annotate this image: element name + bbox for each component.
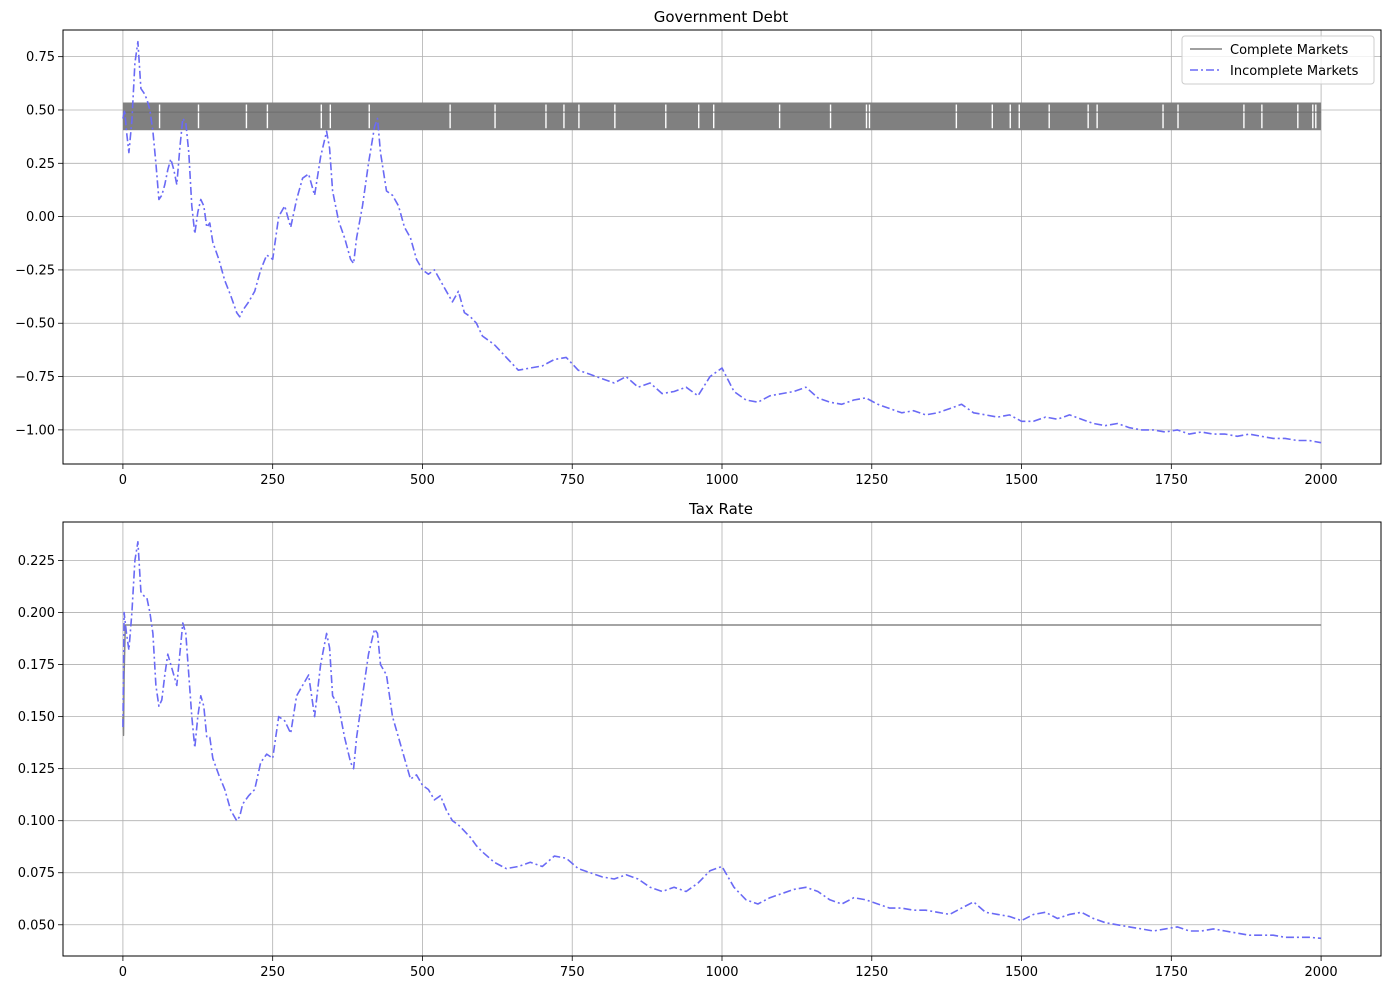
tax-rate-xtick-label-1500: 1500 (1005, 965, 1038, 980)
debt-series-complete-markets-gap-18 (865, 104, 868, 129)
debt-xtick-label-250: 250 (260, 473, 285, 488)
debt-series-complete-markets-gap-0 (158, 104, 161, 129)
debt-series-complete-markets (122, 102, 1322, 131)
debt-series-complete-markets-gap-13 (665, 104, 667, 129)
debt-series-complete-markets-gap-23 (1018, 104, 1020, 129)
debt-series-complete-markets-gap-22 (1009, 104, 1011, 129)
tax-rate-ytick-label-2: 0.175 (18, 658, 55, 673)
debt-series-complete-markets-gap-33 (1315, 104, 1317, 129)
debt-chart: Government Debt 0 250 500 750 1000 1250 1500 17… (15, 8, 1382, 488)
tax-rate-xtick-label-750: 750 (560, 965, 585, 980)
debt-series-complete-markets-gap-20 (955, 104, 958, 129)
debt-series-complete-markets-gap-11 (578, 104, 580, 129)
debt-xtick-label-1000: 1000 (705, 473, 738, 488)
tax-rate-xtick-label-1250: 1250 (855, 965, 888, 980)
debt-series-complete-markets-gap-31 (1297, 104, 1299, 129)
tax-rate-ytick-label-1: 0.200 (18, 606, 55, 621)
debt-xtick-label-1250: 1250 (855, 473, 888, 488)
debt-series-complete-markets-gap-17 (829, 104, 832, 129)
debt-series-complete-markets-gap-6 (368, 104, 370, 129)
legend: Complete Markets Incomplete Markets (1181, 35, 1375, 85)
tax-rate-series-incomplete-markets (122, 540, 1322, 940)
debt-ytick-label-3: 0.00 (26, 210, 55, 225)
debt-series-complete-markets-gap-26 (1096, 104, 1098, 129)
debt-series-complete-markets-gap-4 (320, 104, 323, 129)
legend-label-incomplete-markets: Incomplete Markets (1230, 64, 1359, 79)
debt-series-complete-markets-gap-8 (494, 104, 496, 129)
debt-series-complete-markets-gap-19 (868, 104, 871, 129)
legend-label-complete-markets: Complete Markets (1230, 43, 1348, 58)
tax-rate-ytick-label-4: 0.125 (18, 762, 55, 777)
debt-series-complete-markets-gap-1 (197, 104, 200, 129)
tax-rate-chart: Tax Rate 0 250 500 750 1000 1250 1500 1750 2000 0… (18, 500, 1382, 980)
tax-rate-ytick-label-3: 0.150 (18, 710, 55, 725)
tax-rate-xtick-label-500: 500 (410, 965, 435, 980)
tax-rate-xtick-label-1750: 1750 (1155, 965, 1188, 980)
debt-series-complete-markets-gap-2 (245, 104, 248, 129)
debt-xtick-label-1500: 1500 (1005, 473, 1038, 488)
tax-rate-ytick-label-6: 0.075 (18, 866, 55, 881)
debt-ytick-label-4: −0.25 (15, 263, 55, 278)
debt-ytick-label-6: −0.75 (15, 370, 55, 385)
debt-series-complete-markets-gap-28 (1177, 104, 1179, 129)
tax-rate-xtick-label-0: 0 (119, 965, 127, 980)
debt-series-complete-markets-gap-30 (1261, 104, 1263, 129)
debt-xtick-label-750: 750 (560, 473, 585, 488)
debt-series-complete-markets-gap-9 (545, 104, 547, 129)
debt-series-complete-markets-gap-3 (266, 104, 269, 129)
debt-series-complete-markets-gap-7 (449, 104, 451, 129)
debt-ytick-label-2: 0.25 (26, 157, 55, 172)
tax-rate-xtick-label-2000: 2000 (1305, 965, 1338, 980)
tax-rate-xtick-label-250: 250 (260, 965, 285, 980)
tax-rate-xtick-label-1000: 1000 (705, 965, 738, 980)
debt-ytick-label-0: 0.75 (26, 50, 55, 65)
debt-xtick-label-1750: 1750 (1155, 473, 1188, 488)
debt-series-complete-markets-gap-14 (698, 104, 700, 129)
debt-xtick-label-2000: 2000 (1305, 473, 1338, 488)
tax-rate-ytick-label-5: 0.100 (18, 814, 55, 829)
debt-series-complete-markets-gap-32 (1312, 104, 1314, 129)
legend-box (1181, 35, 1375, 85)
debt-series-complete-markets-gap-5 (329, 104, 331, 129)
debt-chart-title: Government Debt (654, 8, 789, 26)
debt-series-complete-markets-gap-27 (1162, 104, 1164, 129)
debt-series-complete-markets-gap-24 (1048, 104, 1050, 129)
debt-series-complete-markets-gap-25 (1087, 104, 1089, 129)
debt-series-complete-markets-gap-10 (563, 104, 565, 129)
debt-ytick-label-7: −1.00 (15, 423, 55, 438)
debt-series-complete-markets-gap-29 (1243, 104, 1245, 129)
debt-series-complete-markets-gap-16 (778, 104, 781, 129)
debt-xtick-label-0: 0 (119, 473, 127, 488)
debt-series-incomplete-markets (122, 40, 1322, 444)
debt-ytick-label-5: −0.50 (15, 317, 55, 332)
debt-ytick-label-1: 0.50 (26, 103, 55, 118)
debt-series-complete-markets-gap-21 (991, 104, 993, 129)
tax-rate-ytick-label-7: 0.050 (18, 918, 55, 933)
tax-rate-ytick-label-0: 0.225 (18, 554, 55, 569)
debt-series-complete-markets-gap-15 (713, 104, 715, 129)
tax-rate-chart-title: Tax Rate (688, 500, 753, 518)
debt-xtick-label-500: 500 (410, 473, 435, 488)
debt-series-complete-markets-gap-12 (614, 104, 616, 129)
